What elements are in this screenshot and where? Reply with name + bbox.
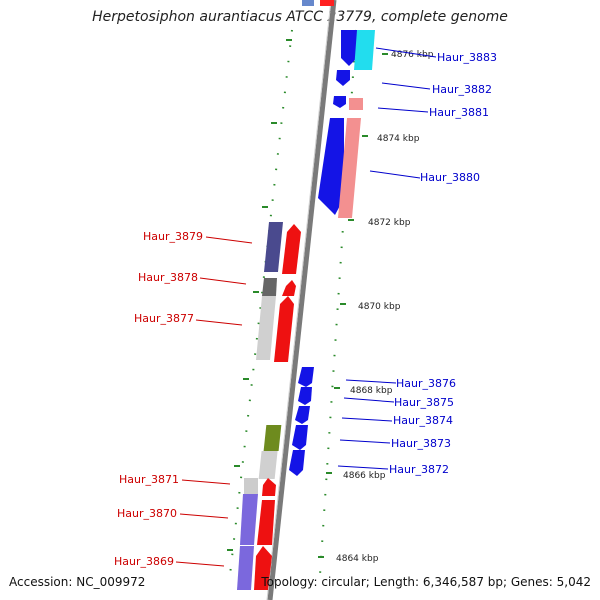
gene-label-haur-3882[interactable]: Haur_3882: [432, 83, 492, 96]
right-strand-genes[interactable]: [258, 0, 375, 479]
genome-backbone: [266, 0, 337, 600]
gene-haur-3880-block: [318, 118, 344, 215]
genome-summary-text: Topology: circular; Length: 6,346,587 bp…: [261, 575, 591, 589]
gene-haur-3883-alt-block: [354, 30, 375, 70]
gene-label-haur-3878[interactable]: Haur_3878: [138, 271, 198, 284]
gene-label-haur-3879[interactable]: Haur_3879: [143, 230, 203, 243]
gene-label-haur-3871[interactable]: Haur_3871: [119, 473, 179, 486]
gene-haur-3883-block: [341, 30, 357, 66]
gene-label-haur-3881[interactable]: Haur_3881: [429, 106, 489, 119]
gene-label-haur-3870[interactable]: Haur_3870: [117, 507, 177, 520]
gene-label-haur-3875[interactable]: Haur_3875: [394, 396, 454, 409]
kbp-label: 4874 kbp: [377, 134, 420, 144]
gene-label-haur-3874[interactable]: Haur_3874: [393, 414, 453, 427]
kbp-label: 4868 kbp: [350, 386, 393, 396]
kbp-label: 4866 kbp: [343, 471, 386, 481]
gene-haur-3870-block: [240, 494, 258, 545]
gene-label-haur-3883[interactable]: Haur_3883: [437, 51, 497, 64]
gene-haur-3877-block: [256, 296, 276, 360]
right-leader-lines: [337, 47, 437, 470]
kbp-label: 4876 kbp: [391, 50, 434, 60]
kbp-label: 4872 kbp: [368, 218, 411, 228]
gene-label-haur-3872[interactable]: Haur_3872: [389, 463, 449, 476]
gene-label-haur-3873[interactable]: Haur_3873: [391, 437, 451, 450]
kbp-labels: 4876 kbp 4874 kbp 4872 kbp 4870 kbp 4868…: [336, 50, 434, 564]
scale-ticks: [227, 39, 388, 558]
map-title: Herpetosiphon aurantiacus ATCC 23779, co…: [92, 9, 508, 25]
left-gene-labels: Haur_3879 Haur_3878 Haur_3877 Haur_3871 …: [114, 230, 203, 568]
accession-text: Accession: NC_009972: [9, 575, 146, 589]
kbp-label: 4864 kbp: [336, 554, 379, 564]
left-strand-genes[interactable]: [237, 222, 301, 590]
gene-label-haur-3880[interactable]: Haur_3880: [420, 171, 480, 184]
gene-label-haur-3877[interactable]: Haur_3877: [134, 312, 194, 325]
gene-label-haur-3869[interactable]: Haur_3869: [114, 555, 174, 568]
gene-haur-3879-block: [264, 222, 283, 272]
gene-label-haur-3876[interactable]: Haur_3876: [396, 377, 456, 390]
kbp-label: 4870 kbp: [358, 302, 401, 312]
left-leader-lines: [175, 236, 253, 567]
right-gene-labels: Haur_3883 Haur_3882 Haur_3881 Haur_3880 …: [389, 51, 497, 476]
